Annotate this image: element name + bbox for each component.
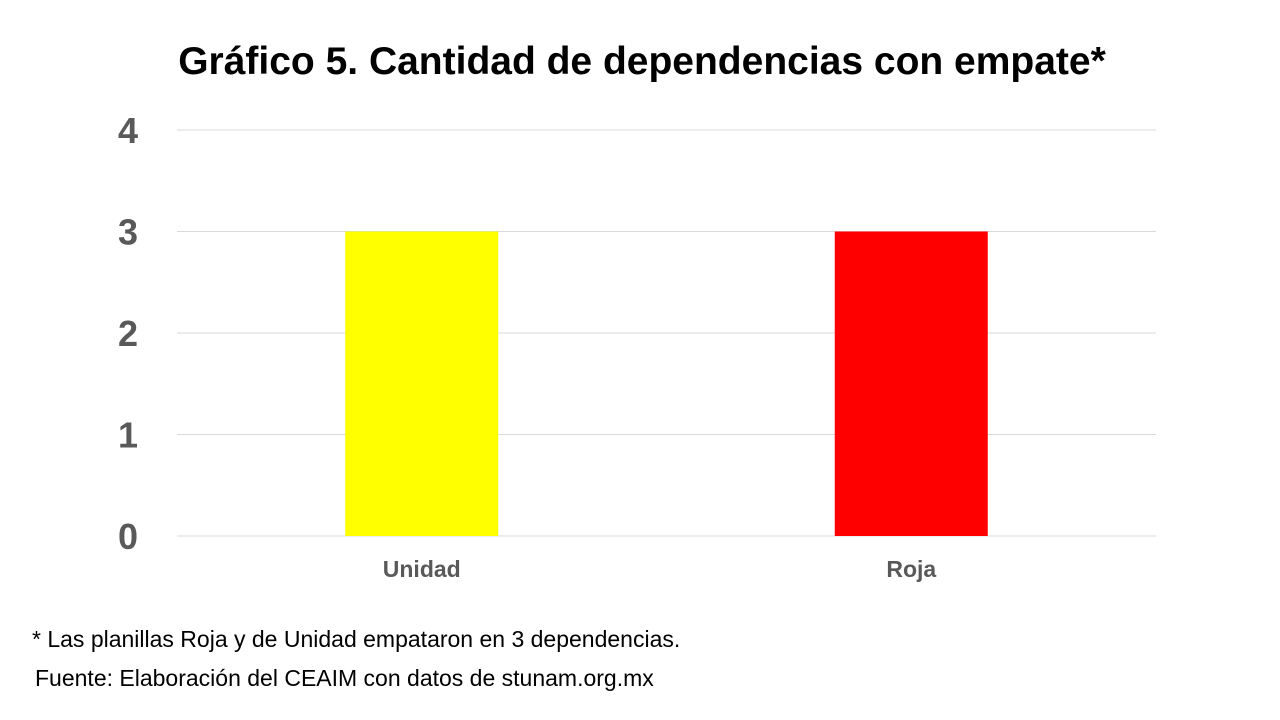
y-tick-label-1: 1: [118, 415, 138, 456]
bar-unidad: [345, 231, 499, 536]
x-tick-label-roja: Roja: [886, 556, 936, 582]
chart-source: Fuente: Elaboración del CEAIM con datos …: [35, 665, 654, 691]
y-tick-label-4: 4: [118, 110, 138, 151]
y-tick-label-0: 0: [118, 516, 138, 557]
bar-roja: [834, 231, 988, 536]
x-tick-label-unidad: Unidad: [383, 556, 461, 582]
chart-title: Gráfico 5. Cantidad de dependencias con …: [178, 40, 1106, 83]
y-tick-label-3: 3: [118, 212, 138, 253]
chart-footnote: * Las planillas Roja y de Unidad empatar…: [32, 626, 681, 652]
y-tick-label-2: 2: [118, 313, 138, 354]
